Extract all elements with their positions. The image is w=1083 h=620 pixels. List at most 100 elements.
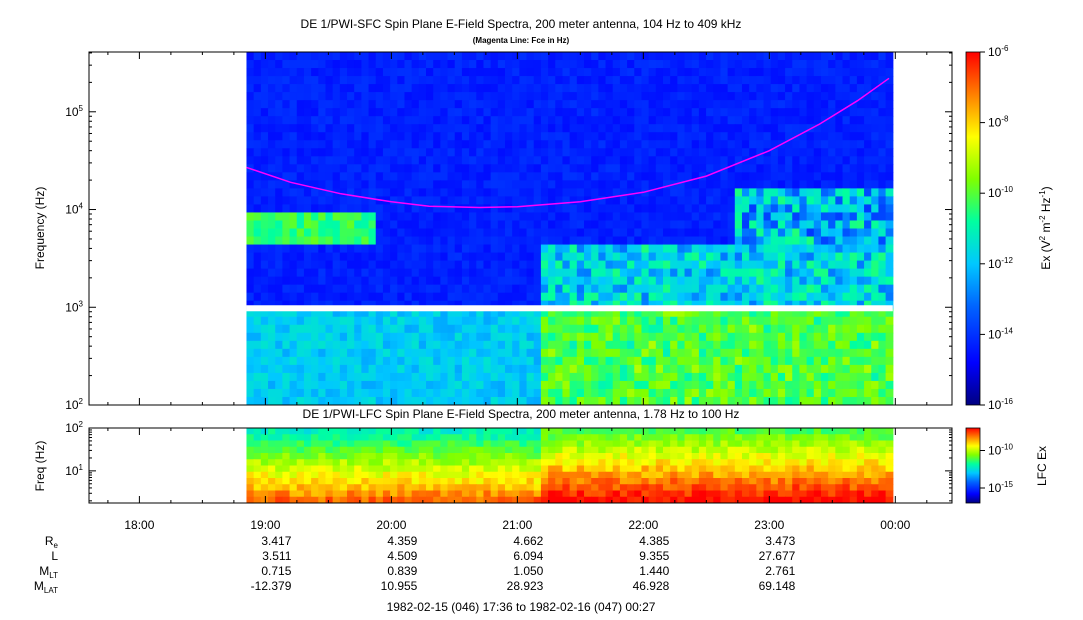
top-spectrogram-cell <box>282 348 291 358</box>
top-spectrogram-cell <box>842 84 851 93</box>
top-spectrogram-cell <box>332 132 341 141</box>
top-spectrogram-cell <box>426 140 434 149</box>
top-spectrogram-cell <box>354 268 362 278</box>
top-spectrogram-cell <box>512 212 520 222</box>
top-spectrogram-cell <box>512 228 520 238</box>
top-spectrogram-cell <box>612 244 621 254</box>
top-spectrogram-cell <box>785 228 793 238</box>
top-spectrogram-cell <box>634 356 643 366</box>
top-spectrogram-cell <box>375 292 384 302</box>
top-spectrogram-cell <box>268 124 276 133</box>
top-spectrogram-cell <box>404 292 413 302</box>
top-spectrogram-cell <box>720 76 729 85</box>
top-spectrogram-cell <box>856 124 865 133</box>
top-spectrogram-cell <box>476 228 485 238</box>
top-spectrogram-cell <box>548 364 556 374</box>
top-spectrogram-cell <box>835 244 844 254</box>
top-spectrogram-cell <box>871 76 880 85</box>
top-spectrogram-cell <box>598 348 607 358</box>
top-spectrogram-cell <box>260 164 269 173</box>
top-spectrogram-cell <box>785 108 793 117</box>
top-spectrogram-cell <box>799 188 808 198</box>
top-spectrogram-cell <box>885 252 894 262</box>
bottom-spectrogram-cell <box>404 428 413 435</box>
top-spectrogram-cell <box>382 372 391 382</box>
top-spectrogram-cell <box>763 116 772 125</box>
top-spectrogram-cell <box>648 68 657 77</box>
top-spectrogram-cell <box>260 356 269 366</box>
top-spectrogram-cell <box>303 172 312 181</box>
top-spectrogram-cell <box>727 52 736 61</box>
top-spectrogram-cell <box>497 180 506 189</box>
bottom-spectrogram-cell <box>390 478 398 485</box>
top-spectrogram-cell <box>770 204 779 214</box>
top-spectrogram-cell <box>770 396 779 405</box>
bottom-spectrogram-cell <box>483 453 492 460</box>
top-spectrogram-cell <box>548 164 556 173</box>
top-spectrogram-cell <box>619 268 628 278</box>
bottom-spectrogram-cell <box>584 446 592 454</box>
top-spectrogram-cell <box>275 196 283 206</box>
top-spectrogram-cell <box>296 372 305 382</box>
top-spectrogram-cell <box>339 228 348 238</box>
top-spectrogram-cell <box>864 316 872 326</box>
top-spectrogram-cell <box>706 124 714 133</box>
top-spectrogram-cell <box>505 228 513 238</box>
top-spectrogram-cell <box>469 180 477 189</box>
top-spectrogram-cell <box>469 148 477 157</box>
top-spectrogram-cell <box>246 364 255 374</box>
top-spectrogram-cell <box>655 212 664 222</box>
top-spectrogram-cell <box>799 124 808 133</box>
top-spectrogram-cell <box>375 196 384 206</box>
top-spectrogram-cell <box>792 388 801 398</box>
top-spectrogram-cell <box>555 364 564 374</box>
top-spectrogram-cell <box>777 348 786 358</box>
top-spectrogram-cell <box>598 108 607 117</box>
top-spectrogram-cell <box>347 132 355 141</box>
top-spectrogram-cell <box>519 204 528 214</box>
top-spectrogram-cell <box>490 148 499 157</box>
top-spectrogram-cell <box>354 244 362 254</box>
top-spectrogram-cell <box>849 364 858 374</box>
top-spectrogram-cell <box>361 124 370 133</box>
top-spectrogram-cell <box>641 284 650 294</box>
bottom-spectrogram-cell <box>856 459 865 467</box>
top-spectrogram-cell <box>418 292 427 302</box>
top-spectrogram-cell <box>569 292 578 302</box>
top-spectrogram-cell <box>763 268 772 278</box>
top-spectrogram-cell <box>497 148 506 157</box>
top-spectrogram-cell <box>820 68 829 77</box>
top-spectrogram-cell <box>799 108 808 117</box>
top-spectrogram-cell <box>332 276 341 286</box>
top-spectrogram-cell <box>698 84 707 93</box>
top-spectrogram-cell <box>792 260 801 270</box>
top-spectrogram-cell <box>828 188 836 198</box>
top-spectrogram-cell <box>440 364 449 374</box>
top-spectrogram-cell <box>282 188 291 198</box>
top-spectrogram-cell <box>878 140 887 149</box>
top-spectrogram-cell <box>849 116 858 125</box>
top-spectrogram-cell <box>339 340 348 350</box>
bottom-spectrogram-cell <box>533 428 542 435</box>
top-spectrogram-cell <box>591 164 599 173</box>
top-spectrogram-cell <box>246 180 255 189</box>
top-spectrogram-cell <box>598 252 607 262</box>
top-spectrogram-cell <box>268 196 276 206</box>
bottom-spectrogram-cell <box>268 471 276 479</box>
top-spectrogram-cell <box>253 172 262 181</box>
top-spectrogram-cell <box>856 108 865 117</box>
top-spectrogram-cell <box>540 300 549 310</box>
top-spectrogram-cell <box>849 340 858 350</box>
top-spectrogram-cell <box>749 132 757 141</box>
bottom-spectrogram-cell <box>260 453 269 460</box>
bottom-spectrogram-cell <box>856 465 865 473</box>
top-spectrogram-cell <box>354 260 362 270</box>
top-spectrogram-cell <box>634 276 643 286</box>
top-spectrogram-cell <box>770 292 779 302</box>
top-spectrogram-cell <box>634 348 643 358</box>
bottom-spectrogram-cell <box>426 478 434 485</box>
top-spectrogram-cell <box>275 356 283 366</box>
top-spectrogram-cell <box>512 188 520 198</box>
top-spectrogram-cell <box>289 164 298 173</box>
top-spectrogram-cell <box>842 300 851 310</box>
